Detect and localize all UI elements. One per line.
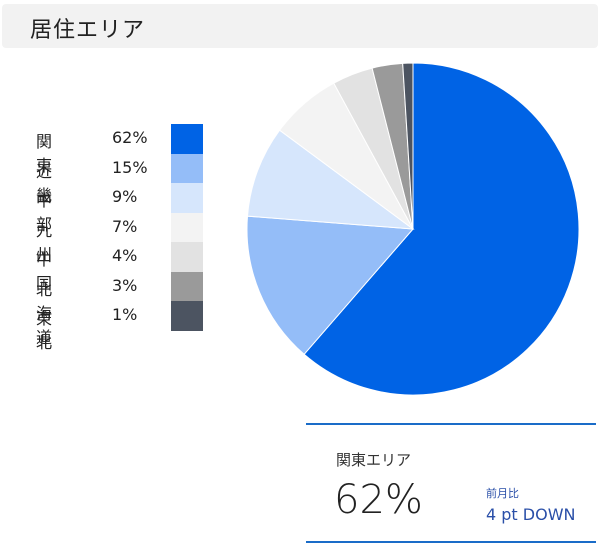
legend-label: 北海道 [36,279,53,347]
legend-swatch [171,212,203,242]
comparison-value: 4 pt DOWN [486,505,576,524]
legend-swatch [171,301,203,331]
legend-value: 62% [112,128,148,147]
legend-value: 4% [112,246,138,265]
summary-card: 関東エリア 62% 前月比 4 pt DOWN [306,423,596,543]
pie-slice [246,129,415,230]
legend-value: 9% [112,187,138,206]
legend-label: 中国 [36,250,53,293]
comparison-label: 前月比 [486,487,519,500]
legend-value: 1% [112,305,138,324]
page-title: 居住エリア [30,18,146,43]
pie-slice [303,62,580,396]
legend-label: 関東 [36,132,53,175]
legend-swatch [171,153,203,183]
legend-value: 3% [112,275,138,295]
summary-value: 62% [334,477,423,523]
pie-slice [246,215,415,356]
summary-label: 関東エリア [336,451,412,469]
legend-label: 近畿 [36,161,53,205]
legend-swatch [171,124,203,154]
legend-value: 15% [112,157,148,177]
legend-value: 7% [112,216,138,236]
legend-swatch [171,242,203,272]
pie-chart [246,62,580,396]
legend-label: 中部 [36,191,53,234]
header-bar: 居住エリア [2,4,598,48]
pie-slice [402,62,414,230]
legend-swatch [171,271,203,301]
legend-label: 九州 [36,220,53,264]
legend-swatch [171,183,203,213]
legend-label: 東北 [36,309,53,352]
